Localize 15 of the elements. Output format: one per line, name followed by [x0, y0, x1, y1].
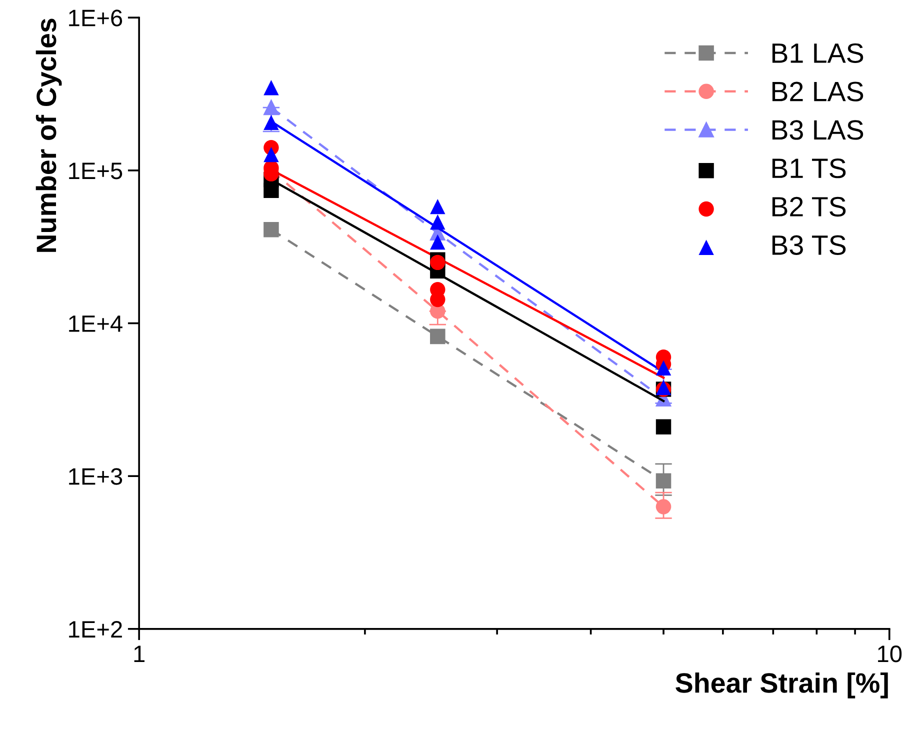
y-tick-label: 1E+4 [69, 316, 122, 332]
x-axis-title: Shear Strain [%] [676, 672, 888, 698]
legend-label: B3 LAS [772, 120, 864, 140]
y-tick-label: 1E+3 [69, 468, 122, 485]
legend-label: B1 TS [772, 158, 846, 178]
y-tick-label: 1E+6 [69, 10, 122, 26]
y-axis-title: Number of Cycles [36, 18, 62, 252]
legend-label: B2 LAS [772, 82, 864, 102]
legend-label: B3 TS [772, 235, 846, 255]
legend-label: B2 TS [772, 196, 846, 217]
y-tick-label: 1E+5 [69, 162, 122, 180]
legend-label: B1 LAS [772, 43, 864, 63]
y-tick-label: 1E+2 [69, 620, 122, 638]
x-tick-label: 10 [878, 646, 902, 662]
x-tick-label: 1 [134, 646, 144, 662]
